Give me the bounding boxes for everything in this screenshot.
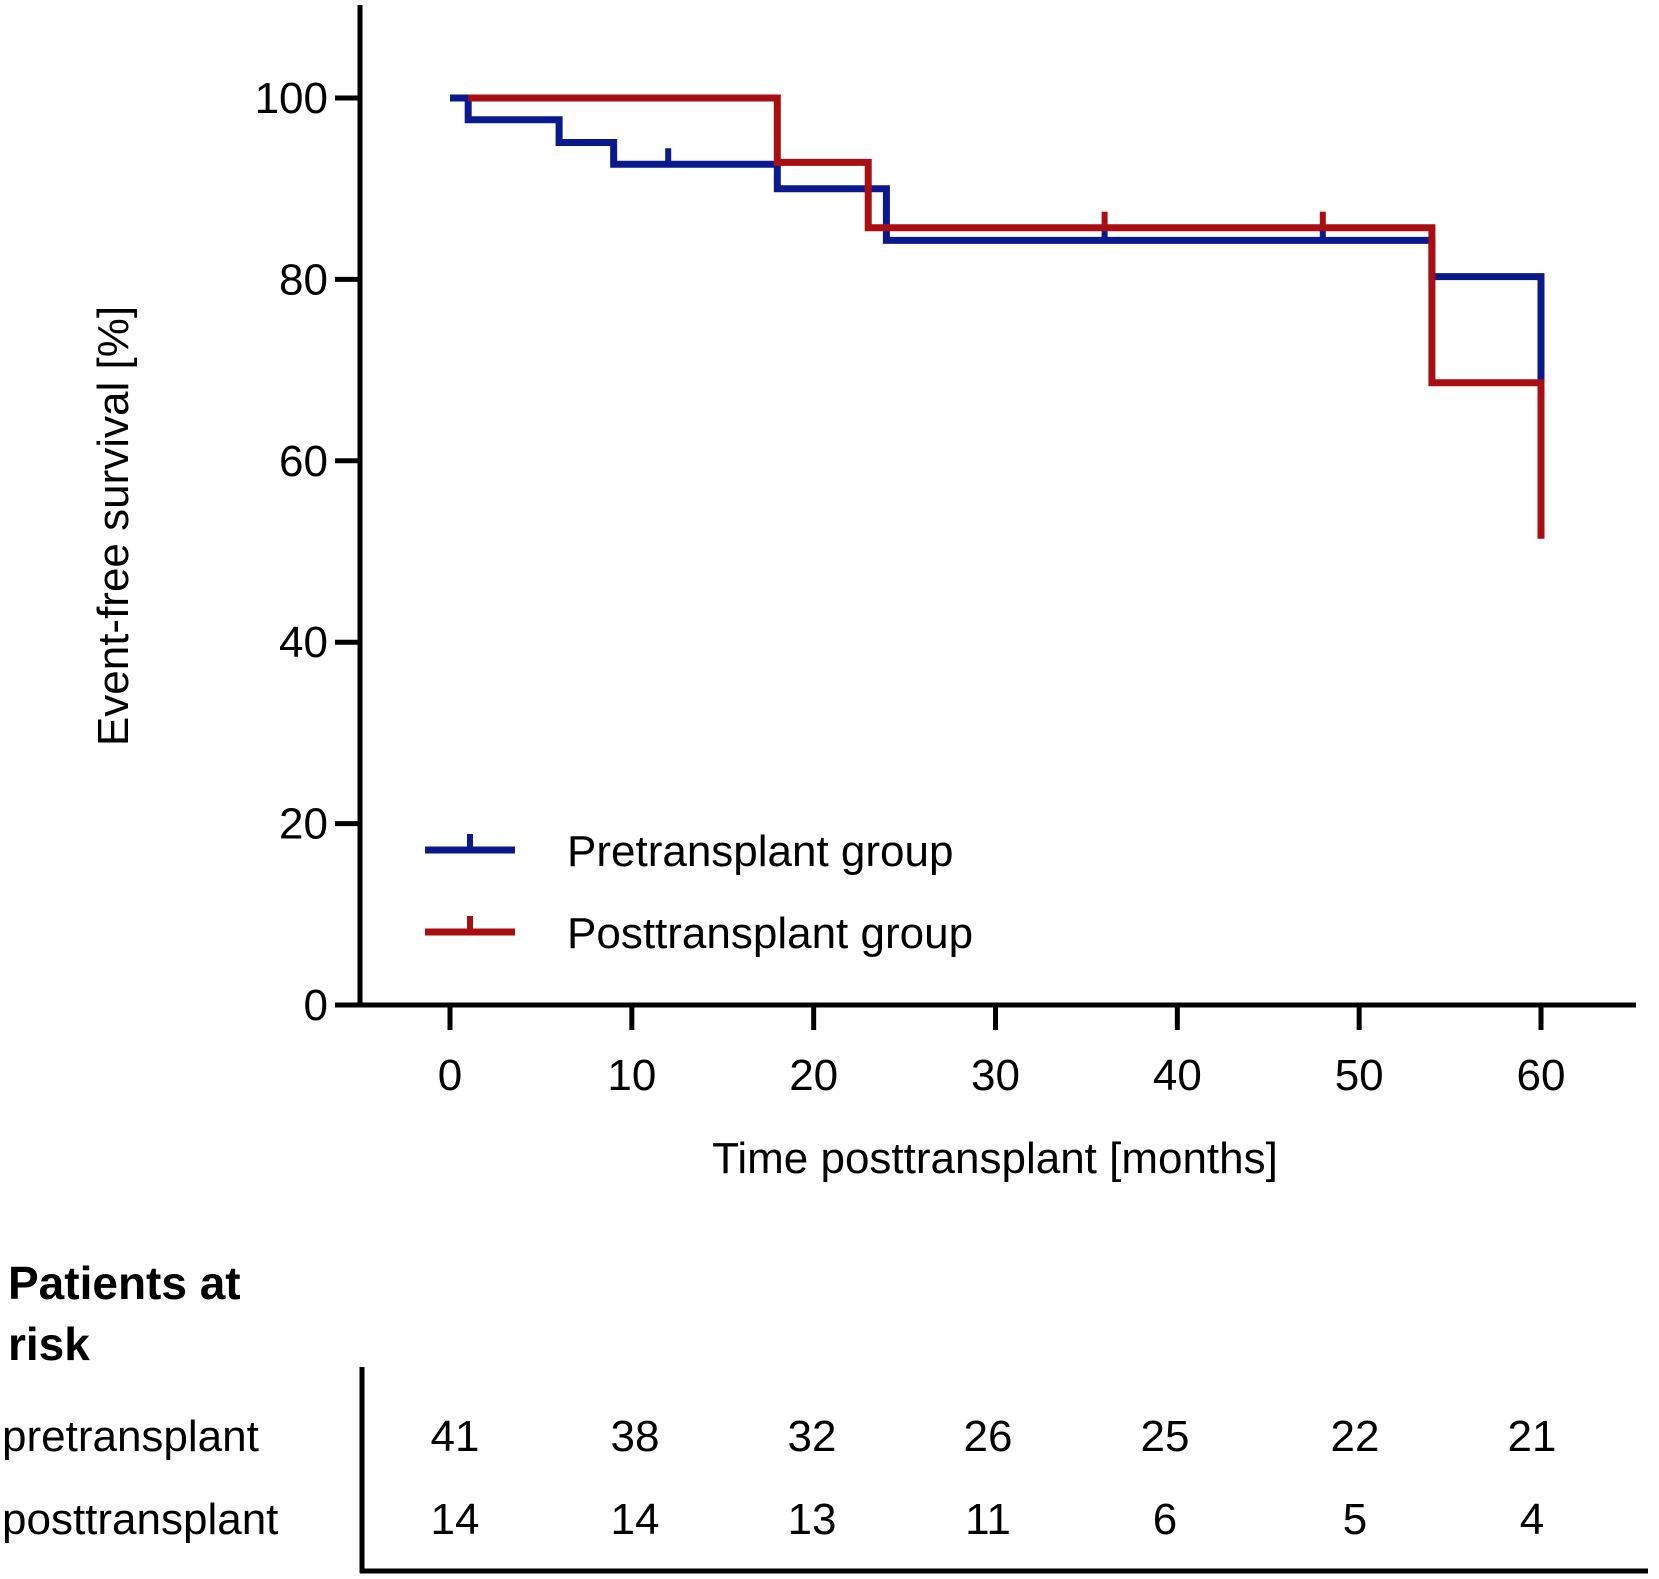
series-line-1 [450, 94, 1545, 448]
y-tick-label: 60 [279, 437, 328, 486]
risk-cell: 25 [1141, 1412, 1190, 1461]
x-tick-label: 0 [438, 1051, 462, 1100]
x-tick-label: 60 [1517, 1051, 1566, 1100]
y-tick-label: 20 [279, 800, 328, 849]
y-tick-label: 100 [255, 74, 328, 123]
legend-label-1: Pretransplant group [567, 827, 953, 876]
risk-cell: 26 [964, 1412, 1013, 1461]
risk-cell: 5 [1343, 1495, 1367, 1544]
y-tick-label: 40 [279, 618, 328, 667]
risk-row-label-posttransplant: posttransplant [2, 1495, 278, 1544]
risk-cell: 14 [611, 1495, 660, 1544]
x-tick-label: 30 [971, 1051, 1020, 1100]
y-axis-label: Event-free survival [%] [89, 306, 138, 746]
legend-label-2: Posttransplant group [567, 909, 973, 958]
x-tick-label: 20 [789, 1051, 838, 1100]
risk-table-title: Patients at [8, 1257, 241, 1309]
risk-cell: 32 [788, 1412, 837, 1461]
risk-cell: 38 [611, 1412, 660, 1461]
risk-cell: 13 [788, 1495, 837, 1544]
risk-cell: 14 [431, 1495, 480, 1544]
risk-cell: 6 [1153, 1495, 1177, 1544]
x-tick-label: 10 [607, 1051, 656, 1100]
y-tick-label: 80 [279, 255, 328, 304]
x-tick-label: 40 [1153, 1051, 1202, 1100]
risk-table-title-line2: risk [8, 1318, 90, 1370]
y-tick-label: 0 [304, 981, 328, 1030]
x-tick-label: 50 [1335, 1051, 1384, 1100]
risk-cell: 4 [1520, 1495, 1544, 1544]
survival-curves [450, 94, 1545, 539]
risk-cell: 41 [431, 1412, 480, 1461]
legend: Pretransplant group Posttransplant group [425, 827, 973, 958]
risk-table: Patients at risk pretransplant 41 38 32 26 25 22… [2, 1257, 1648, 1574]
axes: 0 20 40 60 80 100 0 10 20 30 40 50 60 [255, 5, 1636, 1100]
risk-cell: 21 [1508, 1412, 1557, 1461]
x-axis-label: Time posttransplant [months] [712, 1134, 1278, 1183]
risk-cell: 22 [1331, 1412, 1380, 1461]
risk-row-label-pretransplant: pretransplant [2, 1412, 259, 1461]
risk-cell: 11 [965, 1495, 1011, 1544]
series-line-2 [468, 94, 1545, 539]
